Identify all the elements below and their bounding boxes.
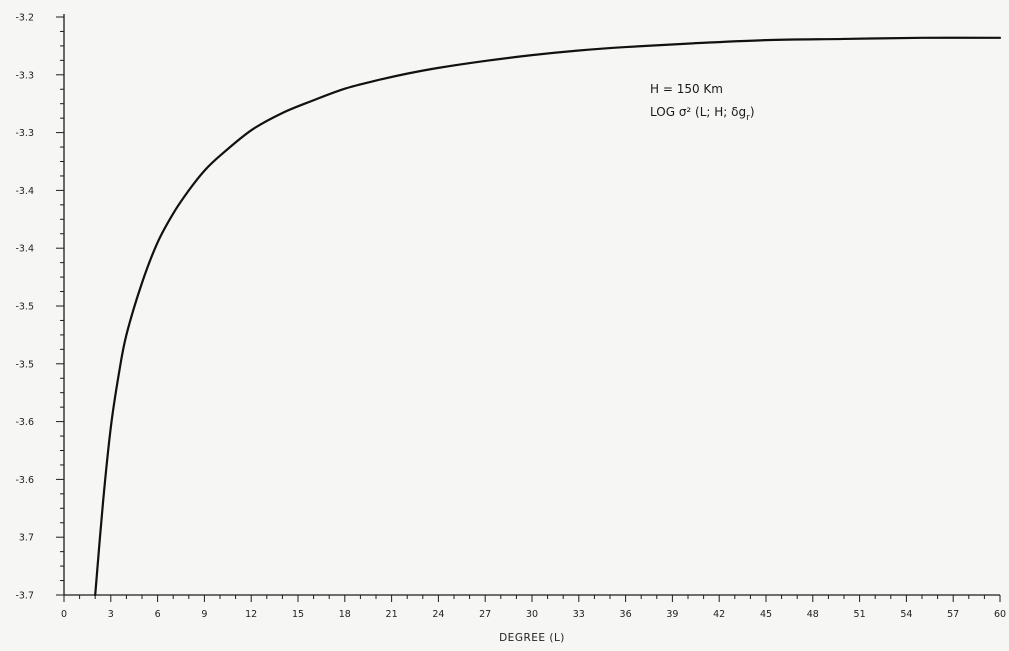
x-tick-label: 12 [245, 609, 257, 620]
x-tick-label: 39 [666, 609, 678, 620]
y-tick-label: -3.5 [15, 302, 34, 313]
x-tick-label: 60 [994, 609, 1006, 620]
y-tick-label: -3.4 [15, 186, 34, 197]
x-tick-label: 54 [900, 609, 912, 620]
x-tick-label: 27 [479, 609, 491, 620]
x-tick-label: 15 [292, 609, 304, 620]
x-tick-label: 48 [807, 609, 819, 620]
y-tick-label: -3.6 [15, 417, 34, 428]
y-tick-label: -3.6 [15, 475, 34, 486]
y-tick-label: -3.7 [15, 591, 34, 602]
x-tick-label: 6 [155, 609, 161, 620]
x-tick-label: 42 [713, 609, 725, 620]
y-tick-label: -3.5 [15, 359, 34, 370]
x-tick-label: 51 [854, 609, 866, 620]
y-tick-label: -3.3 [15, 128, 34, 139]
annotation-height: H = 150 Km [650, 82, 723, 96]
x-tick-label: 0 [61, 609, 67, 620]
series-layer [94, 36, 1002, 597]
chart-axes: 0 3 6 9 12 15 18 21 24 27 30 33 36 39 42 45 48 51 54 57 60-3… [15, 13, 1006, 645]
x-tick-label: 45 [760, 609, 772, 620]
x-tick-label: 24 [432, 609, 444, 620]
series-line-0 [94, 36, 1002, 597]
y-tick-label: 3.7 [19, 533, 34, 544]
y-tick-label: -3.4 [15, 244, 34, 255]
x-tick-label: 57 [947, 609, 959, 620]
annotation-log-variance: LOG σ² (L; H; δgr) [650, 105, 755, 123]
x-tick-label: 30 [526, 609, 538, 620]
x-tick-label: 33 [573, 609, 585, 620]
y-tick-label: -3.3 [15, 70, 34, 81]
x-tick-label: 21 [386, 609, 398, 620]
x-tick-label: 9 [201, 609, 207, 620]
annotation-layer: H = 150 Km LOG σ² (L; H; δgr) [650, 82, 755, 123]
x-tick-label: 36 [620, 609, 632, 620]
x-tick-label: 3 [108, 609, 114, 620]
x-tick-label: 18 [339, 609, 351, 620]
x-axis-title: DEGREE (L) [499, 632, 565, 644]
y-tick-label: -3.2 [15, 13, 34, 24]
